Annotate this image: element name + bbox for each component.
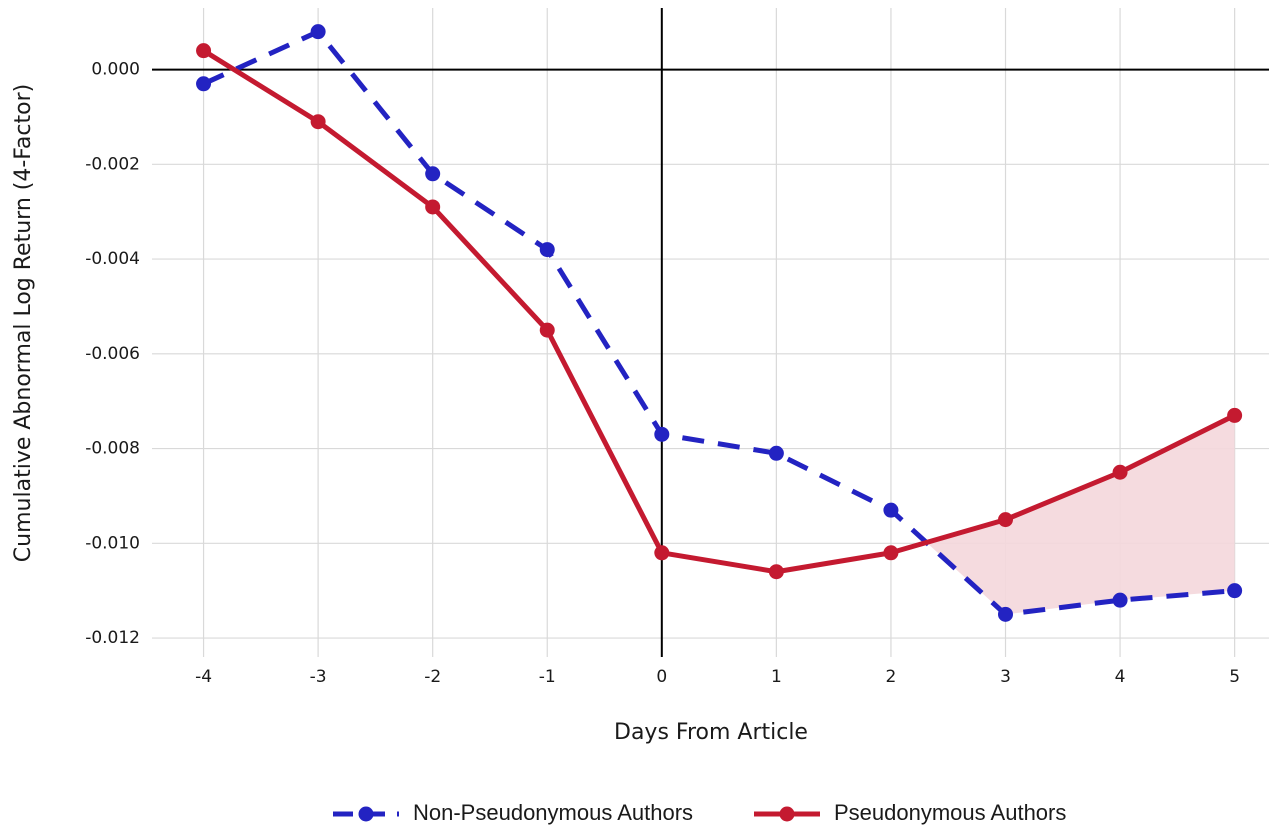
y-tick-label: -0.008 [85, 439, 140, 459]
pseudonymous-authors-point [768, 564, 784, 580]
non-pseudonymous-authors-point [883, 502, 899, 518]
y-tick-label: -0.004 [85, 249, 140, 269]
x-tick-label: 1 [771, 667, 782, 687]
pseudonymous-authors-line [202, 48, 1236, 575]
x-tick-label: 0 [656, 667, 667, 687]
legend-label: Non-Pseudonymous Authors [413, 800, 693, 825]
legend-label: Pseudonymous Authors [834, 800, 1066, 825]
x-tick-label: 4 [1115, 667, 1126, 687]
y-tick-label: -0.012 [85, 628, 140, 648]
pseudonymous-authors-point [998, 512, 1014, 528]
y-axis-title: Cumulative Abnormal Log Return (4-Factor… [11, 84, 36, 562]
x-tick-label: 2 [886, 667, 897, 687]
non-pseudonymous-authors-point [1112, 592, 1128, 608]
legend-swatch-point [358, 806, 374, 822]
series-points [196, 24, 1243, 622]
y-tick-label: -0.002 [85, 154, 140, 174]
legend-swatch-point [779, 806, 795, 822]
x-tick-label: 5 [1229, 667, 1240, 687]
x-axis-title: Days From Article [614, 720, 808, 745]
legend-item-pseudonymous-authors: Pseudonymous Authors [754, 800, 1066, 825]
shaded-region [926, 415, 1235, 615]
non-pseudonymous-authors-point [998, 606, 1014, 622]
pseudonymous-authors-point [196, 43, 212, 59]
non-pseudonymous-authors-point [310, 24, 326, 40]
pseudonymous-authors-point [1227, 407, 1243, 423]
pseudonymous-authors-point [883, 545, 899, 561]
non-pseudonymous-authors-point [1227, 583, 1243, 599]
y-tick-label: -0.006 [85, 344, 140, 364]
shaded-area [926, 415, 1235, 615]
x-tick-label: -1 [539, 667, 556, 687]
non-pseudonymous-authors-point [654, 426, 670, 442]
y-tick-label: 0.000 [91, 60, 140, 80]
x-tick-label: -4 [195, 667, 212, 687]
non-pseudonymous-authors-point [768, 445, 784, 461]
x-tick-label: 3 [1000, 667, 1011, 687]
non-pseudonymous-authors-line [202, 29, 1235, 617]
y-tick-label: -0.010 [85, 533, 140, 553]
pseudonymous-authors-point [539, 322, 555, 338]
legend-item-non-pseudonymous-authors: Non-Pseudonymous Authors [333, 800, 693, 825]
non-pseudonymous-authors-point [196, 76, 212, 92]
pseudonymous-authors-point [425, 199, 441, 215]
non-pseudonymous-authors-point [539, 242, 555, 258]
pseudonymous-authors-point [310, 114, 326, 130]
x-tick-labels: -4 -3 -2 -1 0 1 2 3 4 5 [195, 667, 1240, 687]
non-pseudonymous-authors-point [425, 166, 441, 182]
legend: Non-Pseudonymous Authors Pseudonymous Aut… [333, 800, 1066, 825]
x-tick-label: -2 [424, 667, 441, 687]
pseudonymous-authors-point [654, 545, 670, 561]
pseudonymous-authors-point [1112, 464, 1128, 480]
series-lines [202, 29, 1236, 617]
y-tick-labels: 0.000 -0.002 -0.004 -0.006 -0.008 -0.010 -0.01… [85, 60, 140, 648]
x-tick-label: -3 [310, 667, 327, 687]
